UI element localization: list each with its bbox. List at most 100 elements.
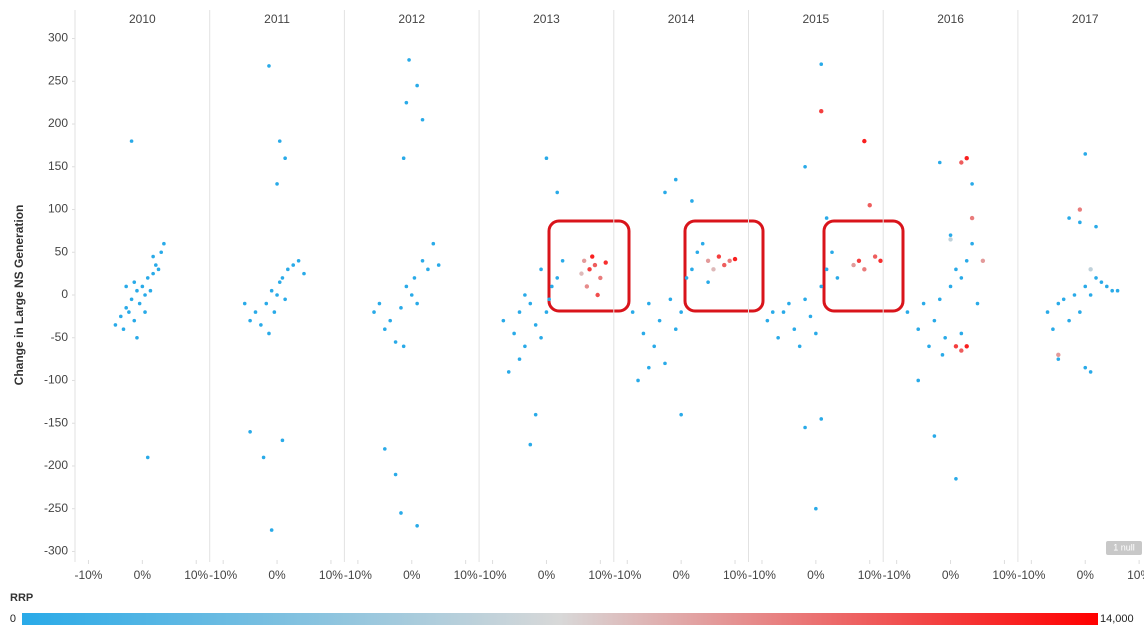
panel-title: 2015	[802, 12, 829, 26]
point	[787, 301, 791, 306]
highlight-box	[547, 219, 631, 313]
point	[916, 378, 921, 383]
point	[372, 310, 376, 314]
point	[383, 327, 387, 331]
point	[781, 310, 786, 314]
point	[143, 293, 147, 297]
point	[1088, 293, 1093, 297]
point	[856, 258, 862, 264]
point	[954, 267, 958, 272]
point	[129, 139, 134, 143]
x-tick-label: 0%	[942, 568, 960, 582]
point	[792, 327, 797, 331]
y-tick-label: 200	[48, 116, 68, 130]
point	[1083, 284, 1088, 289]
y-tick-label: -300	[44, 544, 68, 558]
point	[814, 331, 818, 336]
x-tick-label: 0%	[672, 568, 690, 582]
x-tick-label: -10%	[209, 568, 237, 582]
point	[663, 190, 667, 195]
x-tick-label: -10%	[479, 568, 507, 582]
point	[641, 331, 646, 336]
point	[1094, 276, 1098, 280]
point	[819, 417, 824, 421]
point	[679, 310, 683, 314]
point	[959, 160, 964, 165]
x-tick-label: 0%	[134, 568, 152, 582]
point	[275, 182, 279, 186]
x-tick-label: 10%	[588, 568, 612, 582]
point	[1099, 280, 1104, 284]
point	[943, 335, 947, 340]
point	[663, 361, 667, 366]
point	[808, 314, 813, 319]
point	[673, 177, 678, 182]
point	[1105, 284, 1109, 289]
point	[302, 271, 306, 276]
point	[264, 301, 269, 306]
point	[267, 331, 271, 336]
point	[1067, 216, 1071, 220]
point	[404, 100, 409, 105]
point	[401, 156, 406, 161]
null-badge	[1106, 541, 1142, 555]
panel-title: 2012	[398, 12, 425, 26]
point	[242, 301, 247, 306]
point	[407, 58, 411, 62]
point	[953, 344, 959, 349]
y-tick-label: -50	[51, 330, 69, 344]
point	[267, 64, 271, 68]
y-tick-label: -200	[44, 458, 68, 472]
point	[636, 378, 640, 383]
point	[969, 215, 975, 221]
point	[544, 156, 549, 161]
point	[959, 276, 964, 280]
panel-title: 2011	[264, 12, 290, 26]
point	[716, 254, 722, 259]
point	[711, 267, 716, 272]
point	[927, 344, 931, 349]
point	[113, 323, 118, 327]
point	[959, 331, 964, 336]
highlight-boxes	[547, 219, 905, 313]
point	[539, 335, 543, 340]
point	[283, 297, 287, 302]
y-tick-label: 0	[61, 287, 68, 301]
point	[269, 288, 274, 293]
point	[814, 506, 818, 511]
point	[1077, 207, 1083, 212]
point	[679, 412, 683, 417]
x-tick-label: -10%	[74, 568, 102, 582]
point	[426, 267, 430, 272]
point	[415, 524, 419, 528]
point	[722, 262, 727, 268]
point	[937, 160, 942, 165]
point	[948, 284, 953, 289]
point	[579, 271, 584, 276]
x-tick-label: 0%	[538, 568, 556, 582]
point	[151, 271, 155, 276]
point	[652, 344, 657, 349]
point	[415, 301, 419, 306]
x-tick-label: 0%	[1077, 568, 1095, 582]
point	[1110, 288, 1114, 293]
point	[523, 293, 527, 297]
point	[765, 318, 770, 323]
point	[137, 301, 142, 306]
y-axis-title: Change in Large NS Generation	[12, 205, 26, 386]
point	[135, 335, 139, 340]
point	[1078, 310, 1082, 314]
y-tick-label: 150	[48, 159, 68, 173]
point	[647, 365, 651, 370]
point	[269, 528, 274, 532]
x-tick-label: -10%	[344, 568, 372, 582]
point	[803, 164, 807, 169]
point	[162, 241, 166, 246]
point	[851, 262, 856, 268]
point	[819, 109, 824, 114]
colorbar-title: RRP	[10, 592, 33, 604]
x-tick-label: 10%	[454, 568, 478, 582]
point	[523, 344, 527, 349]
point	[533, 412, 538, 417]
